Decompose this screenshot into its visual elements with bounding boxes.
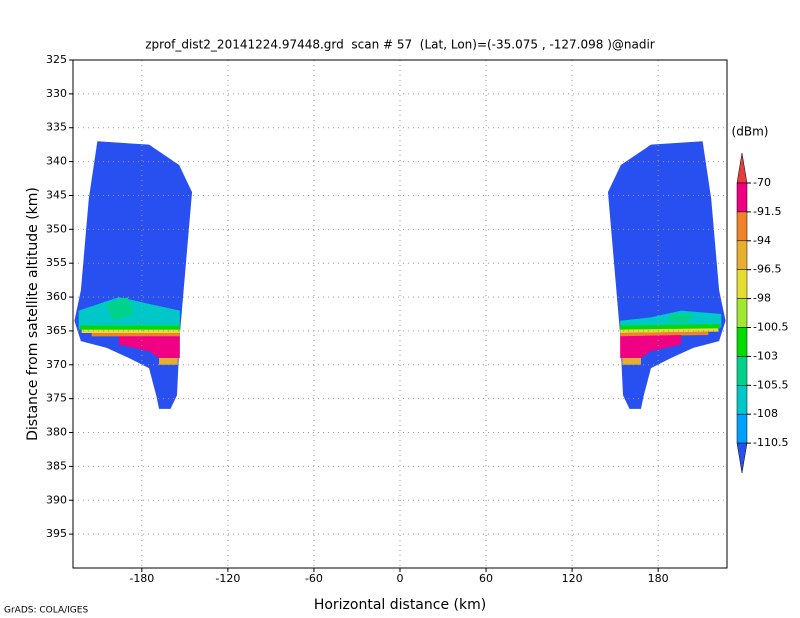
field-region <box>80 325 180 330</box>
y-tick-label: 335 <box>46 121 67 134</box>
credit: GrADS: COLA/IGES <box>4 606 88 616</box>
field-region <box>74 141 193 409</box>
colorbar-label: -110.5 <box>753 436 788 449</box>
x-tick-label: 0 <box>397 572 404 585</box>
chart-title: zprof_dist2_20141224.97448.grd scan # 57… <box>145 38 655 52</box>
field-region <box>665 314 695 323</box>
y-tick-label: 355 <box>46 256 67 269</box>
colorbar-segment <box>736 356 748 386</box>
colorbar-label: -94 <box>753 234 771 247</box>
y-tick-label: 375 <box>46 392 67 405</box>
colorbar-label: -96.5 <box>753 263 781 276</box>
x-tick-label: -180 <box>129 572 154 585</box>
field-region <box>81 329 180 333</box>
colorbar-label: -91.5 <box>753 205 781 218</box>
colorbar-bottom <box>736 442 748 474</box>
field-region <box>620 328 719 333</box>
colorbar-segment <box>736 182 748 213</box>
y-tick-label: 365 <box>46 324 67 337</box>
colorbar-top <box>736 152 748 184</box>
colorbar-unit: (dBm) <box>732 125 769 139</box>
y-axis-label: Distance from satellite altitude (km) <box>25 187 41 441</box>
colorbar-label: -100.5 <box>753 321 788 334</box>
x-tick-label: -120 <box>215 572 240 585</box>
colorbar-label: -105.5 <box>753 378 788 391</box>
field-region <box>105 297 135 321</box>
y-tick-label: 325 <box>46 53 67 66</box>
field-region <box>620 331 709 337</box>
colorbar-segment <box>736 327 748 357</box>
field-region <box>159 358 178 365</box>
field-region <box>622 358 641 365</box>
y-tick-label: 380 <box>46 426 67 439</box>
colorbar-segment <box>736 413 748 444</box>
field-region <box>620 324 720 330</box>
colorbar-segment <box>736 298 748 328</box>
x-axis-label: Horizontal distance (km) <box>314 597 486 613</box>
x-tick-label: 60 <box>479 572 493 585</box>
colorbar-segment <box>736 385 748 415</box>
colorbar-label: -108 <box>753 407 778 420</box>
y-tick-label: 360 <box>46 290 67 303</box>
field-region <box>91 332 180 337</box>
plot-frame <box>72 59 728 569</box>
x-tick-label: 180 <box>648 572 669 585</box>
colorbar-label: -98 <box>753 292 771 305</box>
colorbar-label: -103 <box>753 349 778 362</box>
y-tick-label: 340 <box>46 155 67 168</box>
y-tick-label: 395 <box>46 527 67 540</box>
x-tick-label: 120 <box>562 572 583 585</box>
field-region <box>118 336 180 359</box>
y-tick-label: 330 <box>46 87 67 100</box>
field-region <box>620 334 682 359</box>
x-tick-label: -60 <box>305 572 323 585</box>
colorbar-segment <box>736 269 748 299</box>
y-tick-label: 345 <box>46 188 67 201</box>
y-tick-label: 350 <box>46 222 67 235</box>
y-tick-label: 370 <box>46 358 67 371</box>
field-region <box>607 141 726 409</box>
y-tick-label: 390 <box>46 493 67 506</box>
colorbar-label: -70 <box>753 176 771 189</box>
colorbar-segment <box>736 240 748 270</box>
colorbar-segment <box>736 211 748 242</box>
y-tick-label: 385 <box>46 459 67 472</box>
